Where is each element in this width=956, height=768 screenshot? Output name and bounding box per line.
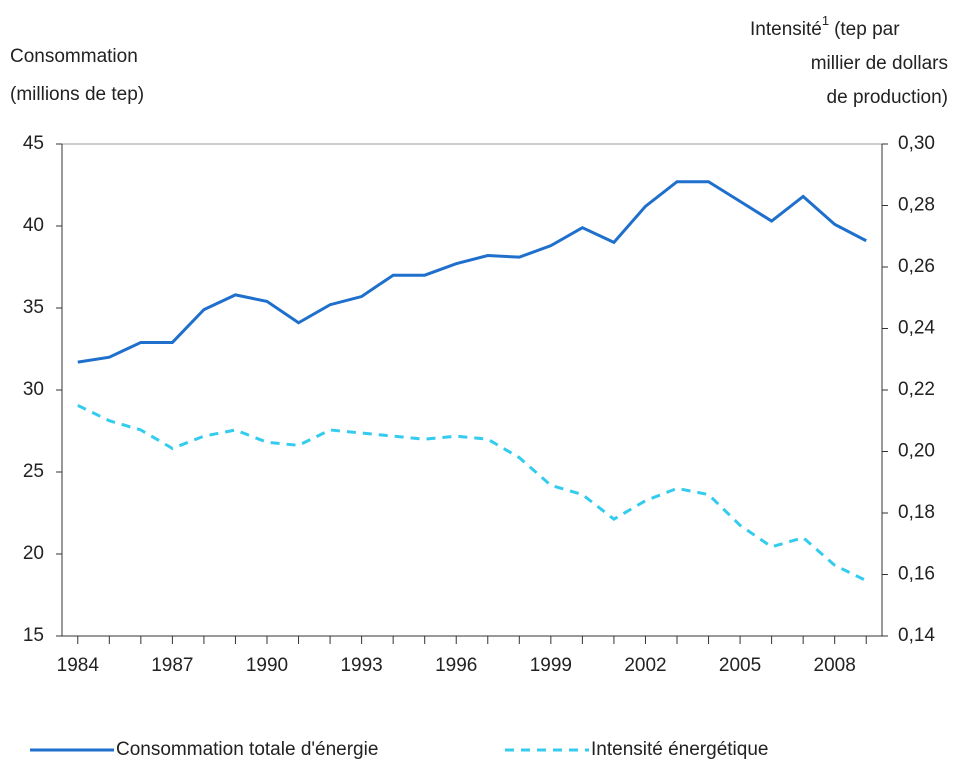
- footnote-mark: 1: [822, 13, 829, 28]
- y-axis-title: Consommation: [10, 46, 138, 67]
- y2-tick-label: 0,16: [898, 564, 935, 585]
- legend-label: Consommation totale d'énergie: [116, 739, 378, 760]
- x-tick-label: 1987: [151, 655, 193, 676]
- y2-tick-label: 0,24: [898, 318, 935, 339]
- x-tick-label: 2002: [624, 655, 666, 676]
- y2-tick-label: 0,18: [898, 502, 935, 523]
- y-tick-label: 30: [23, 379, 44, 400]
- series-line: [77, 180, 867, 364]
- x-tick-label: 1984: [57, 655, 100, 676]
- y-axis-title: (millions de tep): [10, 84, 144, 105]
- y2-tick-label: 0,20: [898, 441, 935, 462]
- y-tick-label: 25: [23, 461, 44, 482]
- y2-tick-label: 0,14: [898, 625, 935, 646]
- y2-axis-title: (tep par: [834, 19, 900, 40]
- y2-axis-title: Intensité1 (tep par: [750, 13, 900, 40]
- y2-tick-label: 0,30: [898, 133, 935, 154]
- y2-axis-title: de production): [827, 87, 948, 108]
- y-tick-label: 40: [23, 215, 44, 236]
- x-tick-label: 1993: [340, 655, 382, 676]
- y-tick-label: 15: [23, 625, 44, 646]
- y2-tick-label: 0,28: [898, 195, 935, 216]
- y2-tick-label: 0,26: [898, 256, 935, 277]
- x-tick-label: 1990: [246, 655, 288, 676]
- series-line: [77, 404, 867, 582]
- x-tick-label: 1999: [530, 655, 572, 676]
- y-tick-label: 35: [23, 297, 44, 318]
- y-tick-label: 45: [23, 133, 44, 154]
- y2-axis-title: Intensité: [750, 19, 822, 40]
- y-tick-label: 20: [23, 543, 44, 564]
- x-tick-label: 2005: [719, 655, 761, 676]
- x-tick-label: 2008: [814, 655, 856, 676]
- y2-tick-label: 0,22: [898, 379, 935, 400]
- x-tick-label: 1996: [435, 655, 477, 676]
- y2-axis-title: millier de dollars: [811, 53, 948, 74]
- legend-label: Intensité énergétique: [591, 739, 768, 760]
